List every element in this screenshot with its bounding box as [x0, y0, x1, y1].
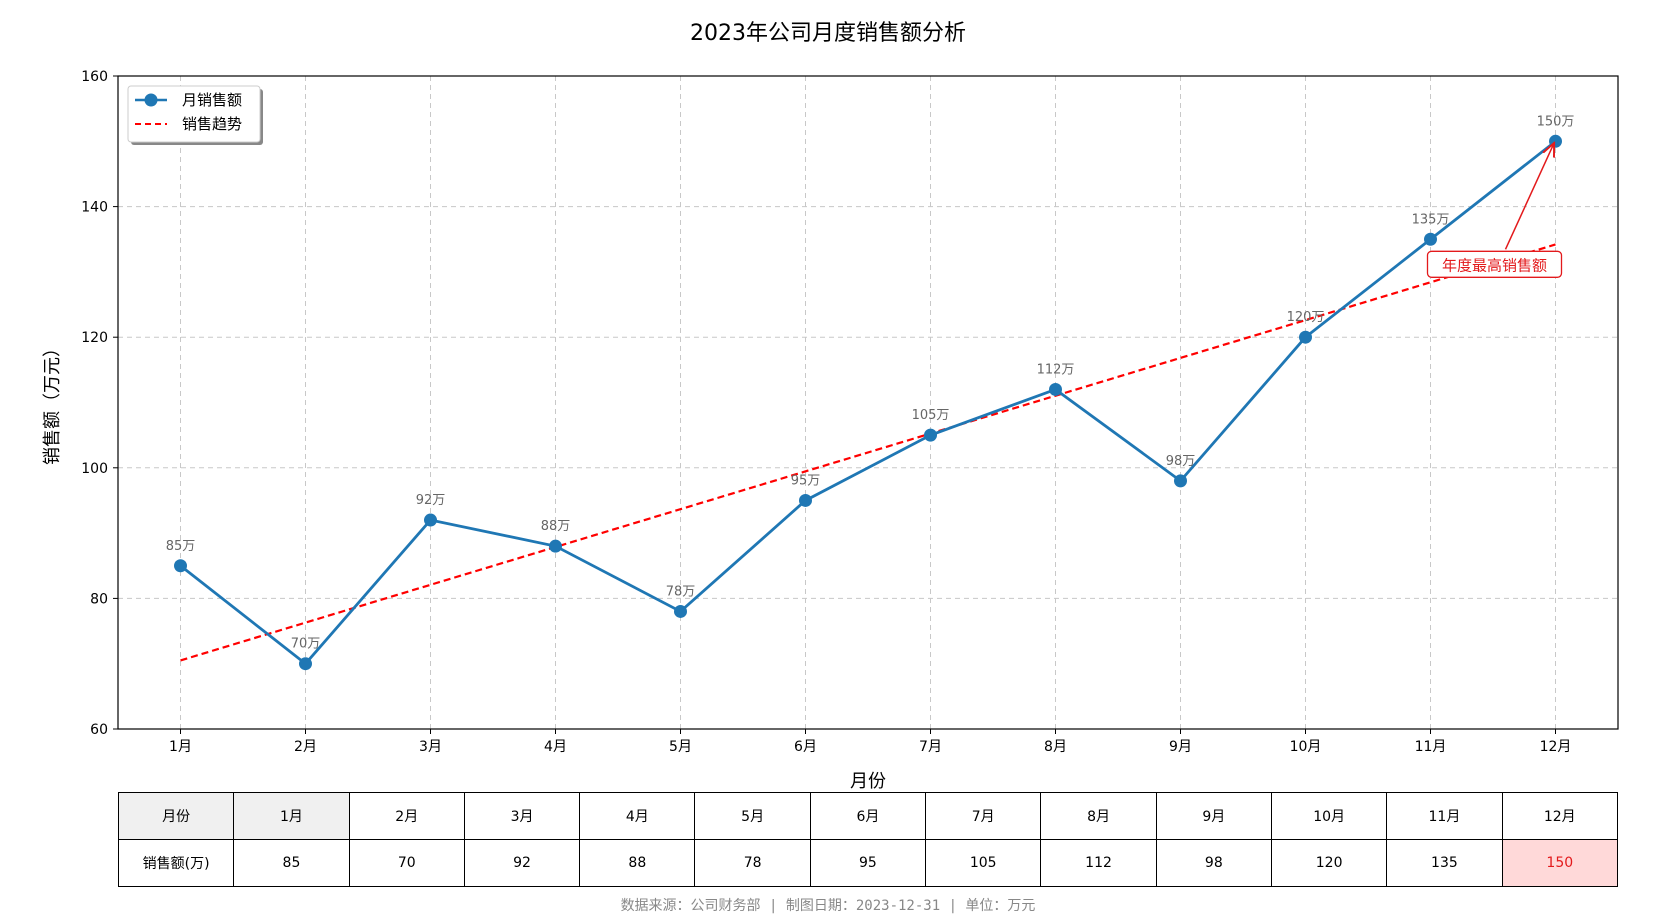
sales-point	[1549, 134, 1562, 148]
table-cell-month: 4月	[579, 792, 696, 840]
table-cell-value: 120	[1270, 839, 1388, 887]
table-cell-month: 8月	[1040, 792, 1157, 840]
plot-frame	[117, 75, 1619, 730]
grid-lines	[118, 76, 1618, 729]
y-tick-label: 60	[90, 722, 108, 738]
table-cell-value: 105	[925, 839, 1042, 887]
data-label: 98万	[1166, 454, 1196, 469]
data-label: 105万	[912, 408, 950, 423]
y-tick-label: 100	[81, 461, 108, 477]
table-cell-value: 112	[1040, 839, 1157, 887]
x-tick-label: 11月	[1415, 739, 1447, 755]
legend-label-trend: 销售趋势	[182, 115, 242, 133]
sales-point	[924, 428, 937, 442]
line-chart: 2023年公司月度销售额分析 60 80 100 120 140 160 1月 2月 3月 4月…	[42, 21, 1619, 790]
sales-series	[174, 134, 1562, 671]
x-tick-label: 2月	[294, 739, 317, 755]
footer-note: 数据来源：公司财务部 | 制图日期：2023-12-31 | 单位：万元	[620, 898, 1036, 914]
sales-line	[179, 140, 1557, 666]
annotation-text: 年度最高销售额	[1442, 256, 1547, 274]
sales-point	[799, 493, 812, 507]
x-tick-label: 12月	[1540, 739, 1572, 755]
table-row-header-values: 销售额(万)	[117, 839, 235, 887]
table-cell-month: 6月	[809, 792, 927, 840]
x-tick-label: 6月	[794, 739, 817, 755]
table-cell-month: 3月	[463, 792, 581, 840]
x-tick-label: 1月	[169, 739, 192, 755]
table-cell-month: 5月	[694, 792, 811, 840]
annotation-arrow	[1504, 144, 1554, 250]
sales-point	[1174, 474, 1187, 488]
y-axis-label: 销售额（万元）	[42, 339, 63, 465]
sales-point	[424, 513, 437, 527]
data-label: 95万	[791, 473, 821, 488]
sales-point	[1424, 232, 1437, 246]
sales-point	[299, 657, 312, 671]
y-tick-label: 140	[81, 200, 108, 216]
x-axis-label: 月份	[850, 771, 886, 790]
annotation-box	[1426, 250, 1563, 278]
data-label: 78万	[666, 584, 696, 599]
data-label: 92万	[416, 493, 446, 508]
annotation: 年度最高销售额	[1426, 144, 1563, 278]
x-tick-label: 10月	[1290, 739, 1322, 755]
data-label: 70万	[291, 637, 321, 652]
table-cell-value: 78	[694, 839, 811, 887]
table-cell-value: 85	[233, 839, 350, 887]
table-row-header-months: 月份	[117, 792, 235, 840]
sales-point	[1049, 382, 1062, 396]
legend-marker-sales	[144, 93, 158, 107]
data-label: 150万	[1537, 114, 1575, 129]
data-labels: 85万 70万 92万 88万 78万 95万 105万 112万 98万 120万 135万 150…	[166, 114, 1575, 651]
x-tick-label: 4月	[544, 739, 567, 755]
data-label: 135万	[1412, 212, 1450, 227]
y-axis-ticks: 60 80 100 120 140 160	[81, 69, 118, 738]
y-tick-label: 120	[81, 330, 108, 346]
data-label: 112万	[1037, 362, 1075, 377]
table-cell-month: 2月	[348, 792, 465, 840]
table-row-values: 销售额(万) 85 70 92 88 78 95 105 112 98 120 135 150	[117, 839, 1619, 887]
sales-point	[1299, 330, 1312, 344]
table-row-months: 月份 1月 2月 3月 4月 5月 6月 7月 8月 9月 10月 11月 12月	[117, 792, 1619, 840]
table-cell-value: 150	[1501, 839, 1619, 887]
table-cell-month: 12月	[1501, 792, 1619, 840]
x-tick-label: 7月	[919, 739, 942, 755]
table-cell-value: 98	[1155, 839, 1272, 887]
data-table: 月份 1月 2月 3月 4月 5月 6月 7月 8月 9月 10月 11月 12月 销售额(万) 85…	[117, 792, 1619, 887]
x-tick-label: 5月	[669, 739, 692, 755]
sales-point	[674, 604, 687, 618]
x-tick-label: 8月	[1044, 739, 1067, 755]
table-cell-value: 70	[348, 839, 465, 887]
table-cell-value: 135	[1386, 839, 1503, 887]
sales-point	[174, 559, 187, 573]
trend-line	[180, 243, 1556, 662]
data-label: 120万	[1287, 310, 1325, 325]
table-cell-value: 95	[809, 839, 927, 887]
data-label: 85万	[166, 539, 196, 554]
legend-label-sales: 月销售额	[182, 91, 242, 109]
x-tick-label: 9月	[1169, 739, 1192, 755]
trend-series	[180, 243, 1556, 662]
table-cell-month: 11月	[1386, 792, 1503, 840]
table-cell-value: 92	[463, 839, 581, 887]
y-tick-label: 80	[90, 591, 108, 607]
table-cell-value: 88	[579, 839, 696, 887]
table-cell-month: 9月	[1155, 792, 1272, 840]
y-tick-label: 160	[81, 69, 108, 85]
chart-title: 2023年公司月度销售额分析	[690, 21, 966, 46]
data-label: 88万	[541, 519, 571, 534]
table-cell-month: 10月	[1270, 792, 1388, 840]
x-tick-label: 3月	[419, 739, 442, 755]
table-cell-month: 7月	[925, 792, 1042, 840]
legend: 月销售额 销售趋势	[127, 85, 263, 145]
x-axis-ticks: 1月 2月 3月 4月 5月 6月 7月 8月 9月 10月 11月 12月	[169, 729, 1571, 755]
sales-point	[549, 539, 562, 553]
table-cell-month: 1月	[233, 792, 350, 840]
